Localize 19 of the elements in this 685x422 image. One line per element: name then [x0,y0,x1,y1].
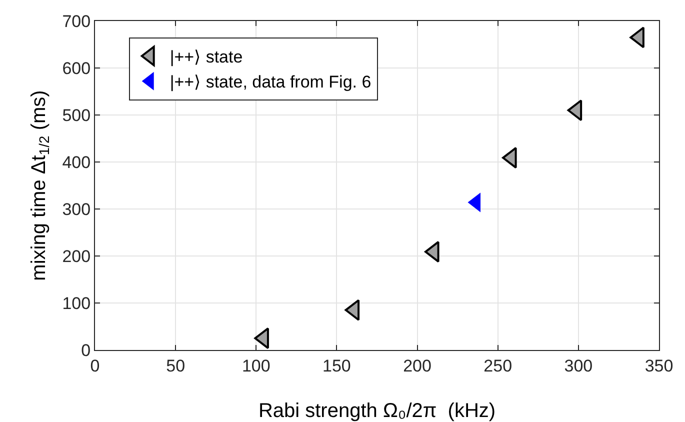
point [344,299,360,321]
x-tick-label: 100 [242,356,270,376]
x-tick-label: 300 [564,356,593,376]
y-tick-label: 0 [81,340,91,360]
y-tick-label: 700 [62,12,91,31]
legend-label: |++⟩ state [170,48,243,67]
y-tick-label: 400 [62,152,91,172]
legend-label: |++⟩ state, data from Fig. 6 [170,72,372,92]
y-tick-label: 100 [62,294,91,313]
x-tick-label: 250 [484,356,512,376]
y-tick-label: 200 [62,246,91,266]
x-tick-label: 50 [166,356,186,376]
x-tick-label: 200 [403,356,432,376]
y-tick-label: 300 [62,200,91,219]
x-tick-label: 150 [322,356,351,376]
x-tick-label: 350 [644,356,674,376]
y-tick-label: 600 [62,58,91,78]
y-tick-label: 500 [62,106,91,125]
x-axis-title: Rabi strength Ω₀/2π (kHz) [258,400,496,422]
